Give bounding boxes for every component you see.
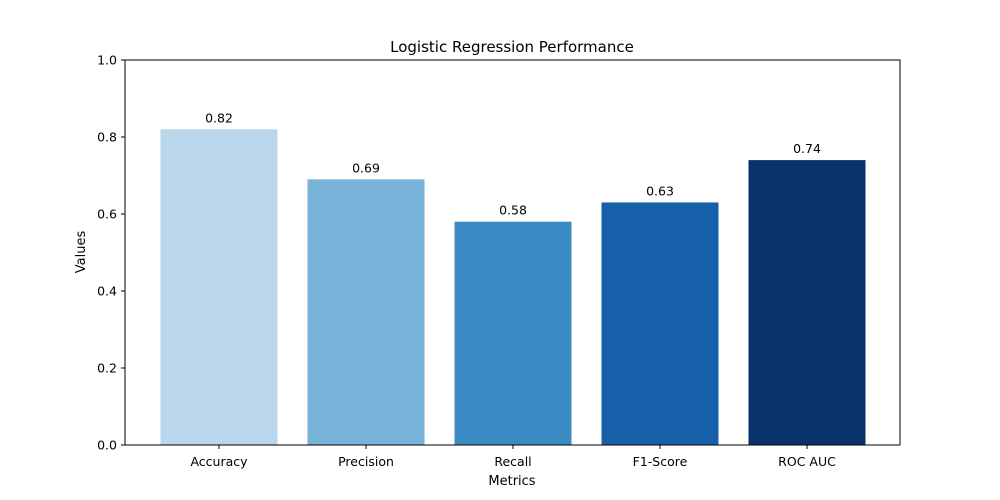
y-tick-label: 1.0 xyxy=(97,53,117,68)
data-label: 0.74 xyxy=(793,141,821,156)
chart-title: Logistic Regression Performance xyxy=(390,38,634,56)
x-tick-label: F1-Score xyxy=(633,454,688,469)
bars-group: 0.82 0.69 0.58 0.63 0.74 xyxy=(160,110,866,446)
data-label: 0.69 xyxy=(352,160,380,175)
data-label: 0.82 xyxy=(205,110,233,125)
x-tick-label: Accuracy xyxy=(190,454,248,469)
data-label: 0.58 xyxy=(499,203,527,218)
bar-precision xyxy=(307,179,425,445)
bar-roc-auc xyxy=(748,160,866,445)
y-tick-label: 0.6 xyxy=(97,207,117,222)
ticks-group: Accuracy Precision Recall F1-Score ROC AUC 0.… xyxy=(97,53,836,470)
x-tick-label: Recall xyxy=(494,454,531,469)
bar-f1-score xyxy=(601,202,719,445)
x-tick-label: ROC AUC xyxy=(778,454,836,469)
plot-frame xyxy=(124,59,901,446)
y-tick-label: 0.0 xyxy=(97,438,117,453)
y-tick-label: 0.8 xyxy=(97,130,117,145)
bar-accuracy xyxy=(160,129,278,446)
y-tick-label: 0.2 xyxy=(97,361,117,376)
y-axis-label: Values xyxy=(74,231,89,274)
x-axis-label: Metrics xyxy=(488,474,535,489)
data-label: 0.63 xyxy=(646,183,674,198)
bar-recall xyxy=(454,221,572,445)
x-tick-label: Precision xyxy=(338,454,394,469)
y-tick-label: 0.4 xyxy=(97,284,117,299)
